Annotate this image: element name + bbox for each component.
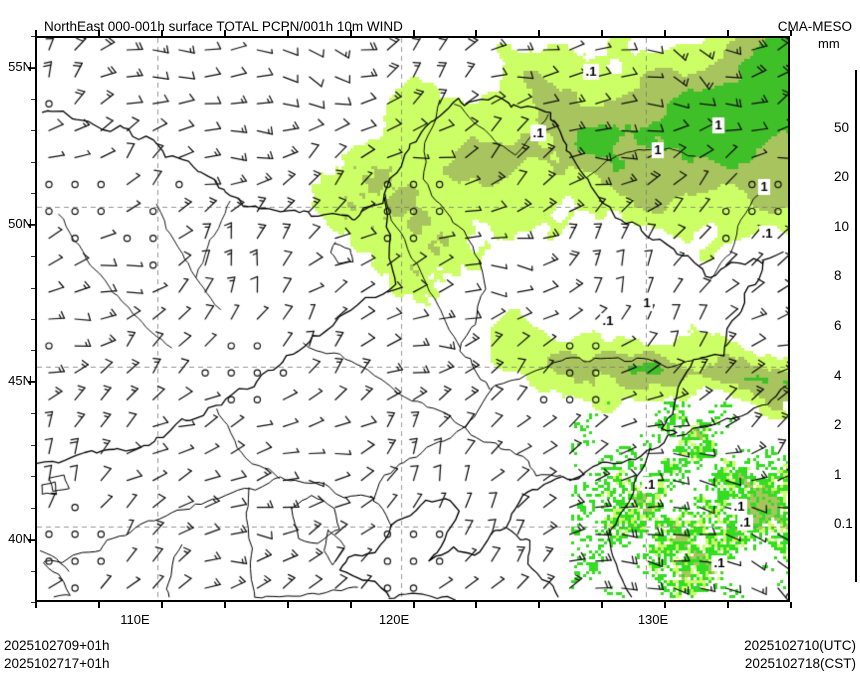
lon-axis-tick: [538, 30, 541, 36]
lat-axis-label: 40N: [8, 531, 32, 546]
lat-axis-minor-tick: [31, 98, 35, 100]
lon-axis-tick: [35, 602, 37, 608]
lat-axis-minor-tick: [31, 193, 35, 195]
lon-axis-tick: [35, 30, 37, 36]
colorbar-tick-label: 6: [834, 318, 842, 333]
lat-axis-minor-tick: [31, 381, 35, 383]
lon-axis-label: 130E: [637, 612, 669, 627]
colorbar-tick-label: 8: [834, 268, 842, 284]
footer-valid-time-utc: 2025102710(UTC): [744, 638, 856, 653]
lat-axis-minor-tick: [31, 130, 35, 132]
map-plot-frame[interactable]: [35, 36, 790, 602]
lon-axis-tick: [412, 30, 415, 36]
map-canvas[interactable]: [37, 38, 788, 600]
lon-axis-tick: [601, 30, 604, 36]
colorbar-tick-label: 2: [834, 417, 842, 433]
lon-axis-tick: [286, 30, 289, 36]
lon-axis-tick: [160, 602, 163, 608]
lon-axis-label: 110E: [120, 612, 150, 627]
lat-axis-minor-tick: [31, 67, 35, 69]
lat-axis-minor-tick: [31, 287, 35, 289]
colorbar-tick-label: 1: [834, 466, 842, 482]
lat-axis-minor-tick: [31, 350, 35, 352]
page-title: NorthEast 000-001h surface TOTAL PCPN/00…: [44, 19, 403, 34]
lon-axis-tick: [727, 602, 730, 608]
footer-init-time-local: 2025102717+01h: [4, 656, 110, 671]
lat-axis-minor-tick: [31, 319, 35, 320]
lat-axis-label: 45N: [8, 373, 32, 388]
model-source-label: CMA-MESO: [777, 19, 852, 34]
lat-axis-minor-tick: [31, 256, 35, 258]
lon-axis-tick: [412, 602, 415, 608]
colorbar-edge-rule: [855, 70, 857, 582]
lon-axis-tick: [286, 602, 289, 608]
lat-axis-minor-tick: [31, 476, 35, 478]
lat-axis-label: 50N: [8, 216, 32, 231]
lon-axis-tick: [97, 602, 100, 608]
lon-axis-tick: [97, 30, 100, 36]
lat-axis-minor-tick: [31, 224, 35, 226]
colorbar-tick-label: 4: [834, 367, 842, 383]
footer-valid-time-cst: 2025102718(CST): [744, 656, 856, 671]
lon-axis-tick: [790, 30, 792, 36]
lon-axis-tick: [223, 602, 226, 608]
lat-axis-minor-tick: [31, 161, 35, 163]
lat-axis-minor-tick: [31, 444, 35, 446]
lon-axis-tick: [160, 30, 163, 36]
colorbar-tick-label: 0.1: [834, 516, 853, 532]
lon-axis-tick: [601, 602, 604, 608]
lon-axis-tick: [664, 30, 667, 36]
lon-axis-tick: [664, 602, 667, 608]
colorbar-tick-label: 20: [834, 169, 850, 185]
lat-axis-minor-tick: [31, 539, 35, 541]
colorbar-tick-label: 10: [834, 218, 850, 234]
lon-axis-tick: [727, 30, 730, 36]
lon-axis-tick: [475, 30, 478, 36]
lat-axis-minor-tick: [31, 507, 35, 509]
lat-axis-minor-tick: [31, 36, 35, 37]
colorbar-unit-label: mm: [818, 36, 840, 51]
footer-init-time: 2025102709+01h: [4, 638, 110, 653]
lon-axis-tick: [223, 30, 226, 36]
lon-axis-tick: [475, 602, 478, 608]
lon-axis-tick: [790, 602, 792, 608]
lon-axis-tick: [538, 602, 541, 608]
lat-axis-minor-tick: [31, 570, 35, 572]
colorbar-tick-label: 50: [834, 119, 850, 135]
lon-axis-tick: [349, 30, 352, 36]
colorbar-container[interactable]: [800, 70, 860, 582]
lon-axis-label: 120E: [378, 612, 410, 627]
lat-axis-minor-tick: [31, 602, 35, 603]
lat-axis-minor-tick: [31, 413, 35, 415]
lon-axis-tick: [349, 602, 352, 608]
lat-axis-label: 55N: [8, 59, 32, 74]
